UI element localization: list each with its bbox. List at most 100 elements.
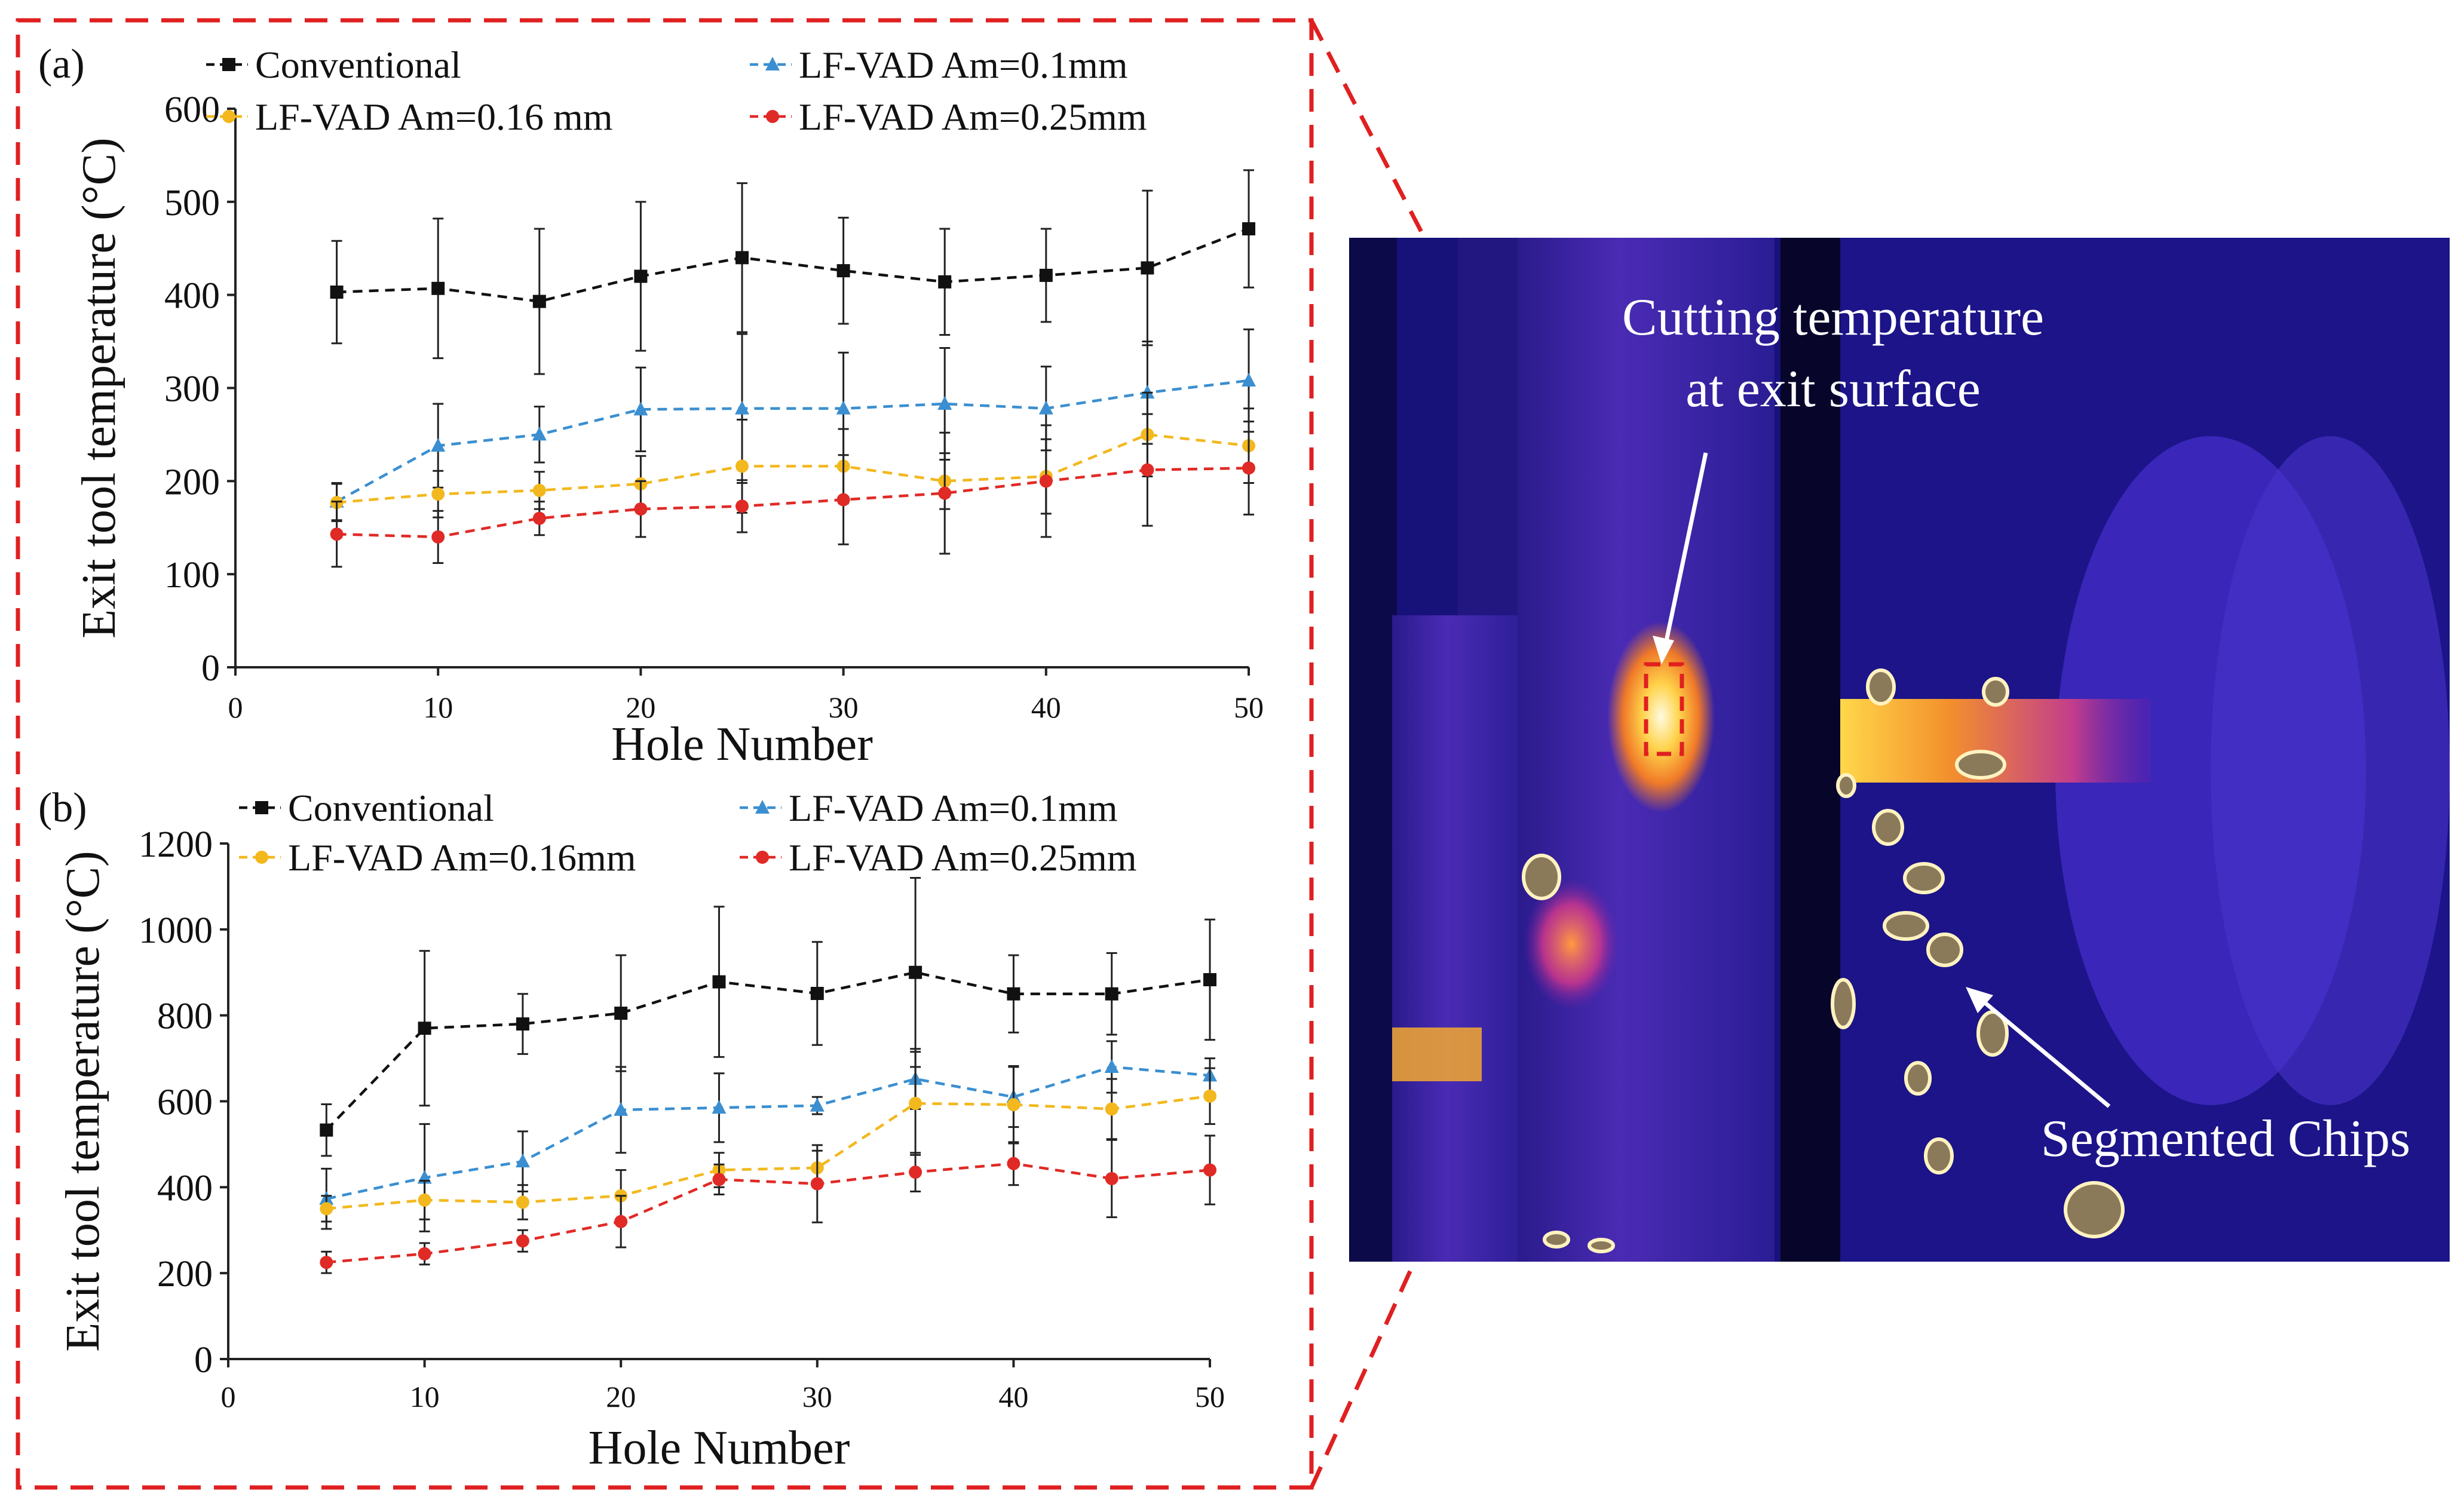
data-point bbox=[1203, 1163, 1216, 1177]
y-tick-label: 0 bbox=[194, 1340, 213, 1381]
data-point bbox=[1242, 373, 1256, 387]
y-axis-label: Exit tool temperature (°C) bbox=[73, 137, 125, 638]
chart-panel-b: 0 200 400 600 800 1000 1200 0 10 20 30 40 50 Hole Num… bbox=[38, 785, 1225, 1474]
series-line bbox=[336, 379, 1249, 503]
data-point bbox=[532, 483, 546, 497]
data-point bbox=[712, 1173, 726, 1186]
data-point bbox=[431, 281, 445, 295]
y-tick-label: 0 bbox=[201, 648, 220, 689]
data-point bbox=[532, 295, 546, 308]
y-tick-label: 400 bbox=[157, 1168, 213, 1209]
series-line bbox=[336, 227, 1249, 303]
annotation-chips: Segmented Chips bbox=[2041, 1110, 2410, 1168]
plots-frame bbox=[16, 18, 1314, 1490]
series-line bbox=[336, 467, 1249, 539]
x-tick-label: 10 bbox=[410, 1380, 440, 1413]
y-axis-label: Exit tool temperature (°C) bbox=[57, 851, 109, 1351]
legend-marker bbox=[755, 800, 770, 814]
panel-label: (b) bbox=[38, 785, 87, 831]
chart-panel-a: 0 100 200 300 400 500 600 0 10 20 30 40 50 Hole Numbe… bbox=[38, 41, 1264, 771]
x-axis-label: Hole Number bbox=[611, 718, 873, 771]
data-point bbox=[810, 986, 824, 1000]
series-line bbox=[326, 1065, 1210, 1200]
data-point bbox=[836, 264, 850, 278]
y-tick-label: 400 bbox=[164, 276, 220, 317]
data-point bbox=[532, 511, 546, 525]
data-point bbox=[431, 438, 446, 452]
data-point bbox=[320, 1202, 333, 1216]
x-tick-label: 20 bbox=[626, 691, 655, 724]
y-tick-label: 600 bbox=[157, 1082, 213, 1123]
series-line bbox=[326, 1162, 1210, 1264]
data-point bbox=[614, 1007, 628, 1020]
y-tick-label: 100 bbox=[164, 555, 220, 596]
thermal-image: Cutting temperature at exit surface Segm… bbox=[1349, 238, 2450, 1262]
data-point bbox=[418, 1022, 431, 1035]
data-point bbox=[1242, 461, 1255, 475]
data-point bbox=[633, 401, 648, 416]
legend-marker bbox=[255, 801, 268, 814]
x-tick-label: 40 bbox=[998, 1380, 1028, 1413]
data-point bbox=[1242, 222, 1255, 236]
x-tick-label: 50 bbox=[1234, 691, 1264, 724]
data-point bbox=[516, 1195, 529, 1209]
data-point bbox=[516, 1017, 529, 1031]
data-point bbox=[1007, 1157, 1020, 1170]
x-tick-label: 10 bbox=[423, 691, 453, 724]
data-point bbox=[937, 395, 952, 410]
data-point bbox=[634, 269, 648, 283]
series-line bbox=[325, 971, 1210, 1131]
data-point bbox=[938, 486, 952, 500]
data-point bbox=[1203, 973, 1216, 986]
data-point bbox=[431, 487, 445, 501]
data-point bbox=[418, 1193, 431, 1207]
x-tick-label: 40 bbox=[1031, 691, 1061, 724]
legend-marker bbox=[766, 110, 779, 123]
data-point bbox=[516, 1234, 529, 1248]
legend-label: LF-VAD Am=0.1mm bbox=[789, 787, 1118, 829]
data-point bbox=[712, 975, 726, 989]
data-point bbox=[712, 1100, 727, 1114]
data-point bbox=[1141, 463, 1154, 477]
series-line bbox=[326, 1094, 1210, 1210]
x-tick-label: 30 bbox=[829, 691, 859, 724]
data-point bbox=[320, 1256, 333, 1269]
data-point bbox=[909, 1097, 923, 1111]
legend-marker bbox=[756, 851, 769, 864]
y-tick-label: 1000 bbox=[139, 910, 213, 951]
legend-label: Conventional bbox=[255, 44, 461, 86]
data-point bbox=[431, 530, 445, 544]
y-tick-label: 200 bbox=[164, 462, 220, 502]
panel-label: (a) bbox=[38, 41, 85, 87]
data-point bbox=[330, 285, 344, 299]
data-point bbox=[836, 493, 850, 507]
data-point bbox=[1105, 987, 1118, 1001]
annotation-cutting-line2: at exit surface bbox=[1685, 360, 1981, 418]
data-point bbox=[1203, 1089, 1216, 1103]
data-point bbox=[1104, 1059, 1119, 1073]
data-point bbox=[735, 251, 749, 265]
x-tick-label: 0 bbox=[228, 691, 243, 724]
data-point bbox=[1105, 1171, 1118, 1185]
x-tick-label: 20 bbox=[606, 1380, 636, 1413]
x-tick-label: 30 bbox=[802, 1380, 832, 1413]
y-tick-label: 1200 bbox=[139, 824, 213, 865]
data-point bbox=[515, 1154, 530, 1168]
x-tick-label: 50 bbox=[1195, 1380, 1225, 1413]
data-point bbox=[634, 502, 648, 516]
data-point bbox=[1105, 1102, 1118, 1116]
y-tick-label: 800 bbox=[157, 996, 213, 1037]
data-point bbox=[810, 1097, 825, 1112]
data-point bbox=[1007, 1098, 1020, 1112]
legend-marker bbox=[222, 58, 235, 71]
data-point bbox=[909, 965, 923, 979]
data-point bbox=[735, 400, 749, 415]
data-point bbox=[614, 1102, 629, 1116]
legend-marker bbox=[765, 57, 780, 70]
legend-marker bbox=[222, 110, 235, 123]
legend-label: LF-VAD Am=0.25mm bbox=[799, 96, 1147, 138]
data-point bbox=[909, 1165, 923, 1179]
series-line bbox=[336, 433, 1249, 504]
x-tick-label: 0 bbox=[221, 1380, 236, 1413]
